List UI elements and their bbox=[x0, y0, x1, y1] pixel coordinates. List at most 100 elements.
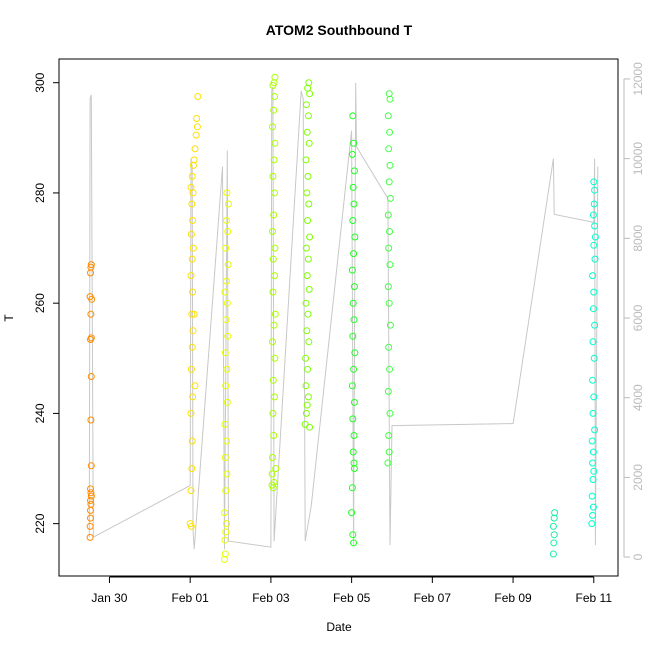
data-point bbox=[193, 123, 201, 131]
data-point bbox=[385, 448, 393, 456]
x-tick-label: Feb 05 bbox=[333, 591, 371, 605]
data-point bbox=[224, 228, 232, 235]
data-point bbox=[550, 531, 558, 539]
y-tick-label: 220 bbox=[33, 513, 47, 533]
data-point bbox=[349, 332, 357, 340]
data-point bbox=[302, 244, 310, 252]
data-point bbox=[189, 244, 197, 252]
data-point bbox=[191, 145, 199, 153]
data-point bbox=[350, 432, 358, 439]
data-point bbox=[271, 272, 278, 280]
data-point bbox=[187, 487, 195, 495]
x-axis-label: Date bbox=[326, 620, 352, 634]
data-point bbox=[589, 376, 597, 384]
data-point bbox=[303, 401, 311, 409]
data-point bbox=[272, 465, 280, 472]
data-point bbox=[305, 200, 313, 208]
data-point bbox=[223, 520, 230, 528]
data-point bbox=[350, 459, 358, 467]
data-point bbox=[270, 211, 278, 219]
data-point bbox=[350, 398, 358, 406]
data-point bbox=[551, 509, 559, 517]
y2-tick-label: 12000 bbox=[631, 62, 645, 96]
y-tick-label: 260 bbox=[33, 293, 47, 313]
data-point bbox=[271, 244, 279, 252]
y-axis-left: 220 240 260 280 300 bbox=[33, 72, 59, 534]
data-point bbox=[350, 250, 358, 258]
altitude-line-layer bbox=[88, 82, 599, 550]
data-point bbox=[87, 485, 94, 493]
data-point bbox=[588, 437, 596, 445]
data-point bbox=[350, 539, 358, 547]
data-point bbox=[268, 470, 276, 478]
data-point bbox=[222, 528, 230, 536]
data-point bbox=[304, 255, 312, 263]
data-point bbox=[87, 492, 95, 500]
data-point bbox=[386, 261, 394, 269]
data-point bbox=[221, 454, 229, 461]
data-point bbox=[188, 200, 196, 208]
data-point bbox=[305, 338, 313, 346]
data-point bbox=[350, 139, 358, 147]
y-axis-label: T bbox=[2, 314, 16, 322]
data-point bbox=[87, 263, 95, 271]
data-point bbox=[384, 283, 392, 291]
data-point bbox=[86, 533, 94, 541]
data-point bbox=[348, 150, 356, 158]
data-point bbox=[385, 244, 393, 252]
data-point bbox=[222, 382, 230, 390]
data-point bbox=[590, 200, 598, 208]
data-point bbox=[591, 321, 599, 329]
data-point bbox=[386, 365, 394, 373]
data-point bbox=[303, 128, 311, 136]
data-point bbox=[386, 194, 394, 202]
data-point bbox=[384, 211, 392, 219]
data-point bbox=[87, 462, 95, 470]
data-point bbox=[589, 459, 597, 467]
data-point bbox=[348, 484, 356, 492]
data-point bbox=[269, 255, 277, 263]
y2-tick-label: 6000 bbox=[631, 304, 645, 331]
data-point bbox=[588, 492, 596, 500]
data-point bbox=[348, 266, 356, 274]
y2-tick-label: 10000 bbox=[631, 142, 645, 176]
data-point bbox=[349, 112, 357, 120]
data-point bbox=[187, 522, 195, 530]
data-point bbox=[270, 321, 278, 329]
data-point bbox=[350, 365, 358, 373]
data-point bbox=[350, 167, 358, 175]
data-point bbox=[590, 354, 598, 362]
data-point bbox=[188, 310, 196, 318]
data-point bbox=[222, 487, 230, 495]
data-point bbox=[385, 299, 393, 307]
data-point bbox=[590, 467, 598, 475]
data-point bbox=[270, 156, 278, 164]
data-point bbox=[302, 354, 310, 362]
data-point bbox=[349, 217, 357, 224]
data-point bbox=[386, 228, 394, 235]
data-point bbox=[385, 178, 393, 186]
data-point bbox=[225, 200, 232, 208]
data-point bbox=[87, 497, 94, 504]
data-point bbox=[187, 230, 195, 238]
data-point bbox=[385, 432, 393, 439]
data-point bbox=[269, 288, 277, 296]
y2-tick-label: 2000 bbox=[631, 464, 645, 491]
data-point bbox=[304, 217, 312, 224]
data-point bbox=[348, 509, 356, 517]
data-point bbox=[385, 90, 393, 98]
data-point bbox=[269, 338, 276, 346]
data-point bbox=[386, 321, 394, 329]
data-point bbox=[588, 520, 596, 528]
data-point bbox=[223, 398, 231, 406]
data-point bbox=[303, 272, 311, 280]
data-point bbox=[189, 217, 197, 224]
data-point bbox=[87, 506, 94, 514]
data-point bbox=[187, 272, 195, 280]
data-point bbox=[306, 233, 314, 241]
data-point bbox=[87, 489, 95, 497]
data-point bbox=[221, 509, 228, 517]
data-point bbox=[224, 261, 232, 269]
data-point bbox=[302, 409, 310, 417]
